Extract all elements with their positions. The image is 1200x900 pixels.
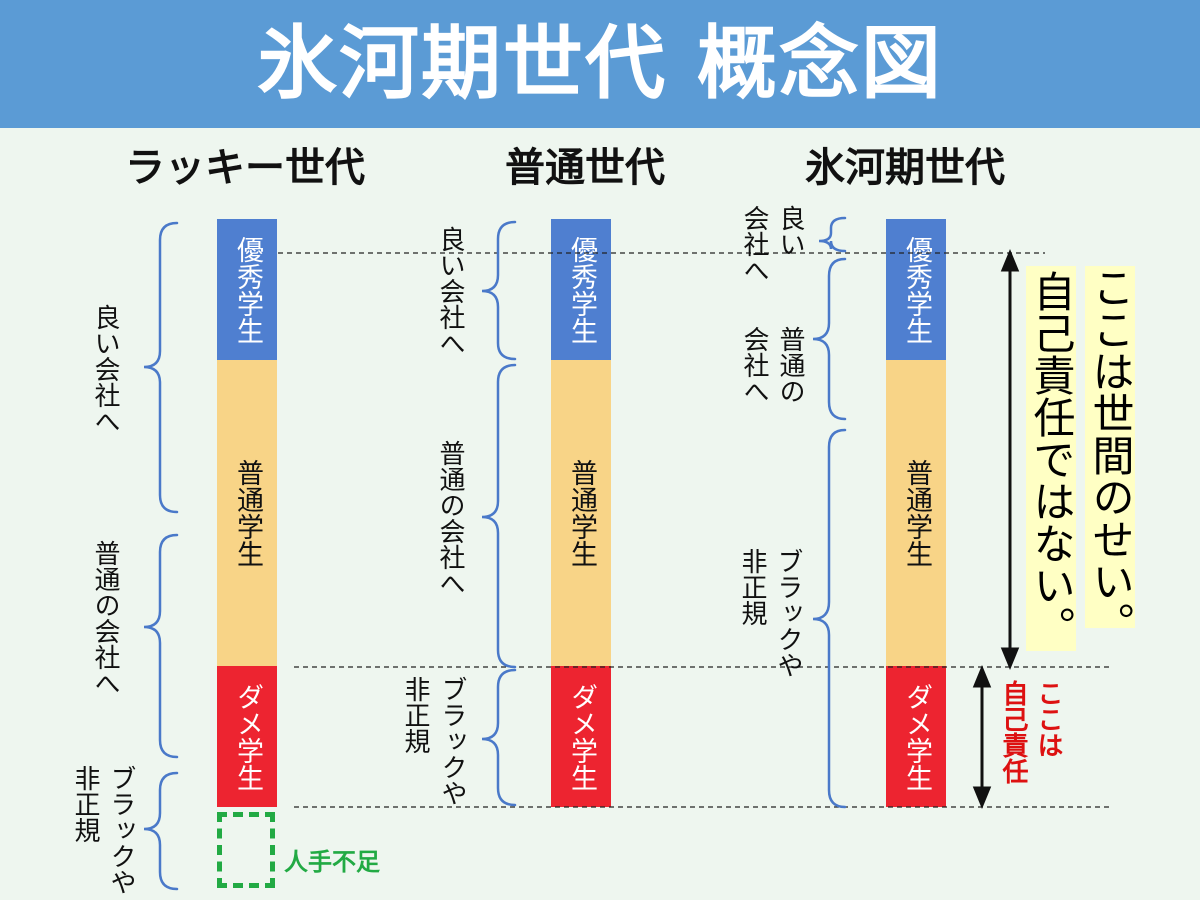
- self-responsibility-callout-line2: 自己責任: [998, 680, 1028, 784]
- ice-bad-label: ダメ学生: [901, 682, 932, 791]
- self-arrow-head-top: [972, 665, 992, 688]
- ice-good-label-line2: 会社へ: [739, 205, 769, 283]
- society-fault-callout-line2: 自己責任ではない。: [1026, 266, 1076, 651]
- page-title: 氷河期世代 概念図: [257, 17, 943, 110]
- brace-normal-good: [481, 220, 517, 361]
- normal-black-label-line1: ブラックや: [437, 676, 467, 806]
- normal-black-label-line2: 非正規: [400, 676, 430, 754]
- ice-black-label-line2: 非正規: [737, 548, 767, 626]
- labor-shortage-box: [217, 812, 275, 888]
- lucky-normal-company-label: 普通の会社へ: [90, 540, 120, 696]
- self-responsibility-callout-line1: ここは: [1033, 680, 1063, 758]
- ice-bad-segment: [886, 666, 946, 807]
- lucky-normal-label: 普通学生: [232, 459, 263, 567]
- heading-ice-age-generation: 氷河期世代: [805, 145, 1005, 191]
- ice-good-label-line1: 良い: [775, 205, 805, 257]
- society-fault-callout-line1: ここは世間のせい。: [1085, 266, 1135, 644]
- ice-black-label-line1: ブラックや: [773, 548, 803, 678]
- lucky-bad-segment: [217, 666, 277, 807]
- society-arrow-head-top: [1000, 249, 1020, 272]
- ice-normal-label-line2: 会社へ: [739, 326, 769, 404]
- heading-normal-generation: 普通世代: [505, 145, 665, 191]
- labor-shortage-label: 人手不足: [284, 848, 380, 876]
- normal-excellent-segment: [551, 219, 611, 360]
- normal-normal-label: 普通学生: [566, 459, 597, 567]
- society-arrow-head-bottom: [1000, 647, 1020, 670]
- ice-normal-label-line1: 普通の: [775, 326, 805, 404]
- normal-normal-company-label: 普通の会社へ: [435, 440, 465, 596]
- ice-excellent-segment: [886, 219, 946, 360]
- ice-normal-label: 普通学生: [901, 459, 932, 567]
- normal-bad-label: ダメ学生: [566, 682, 597, 791]
- brace-lucky-normal: [143, 533, 179, 759]
- brace-normal-black: [481, 668, 517, 807]
- lucky-black-label-line1: ブラックや: [106, 765, 136, 895]
- normal-excellent-label: 優秀学生: [566, 235, 597, 344]
- heading-lucky-generation: ラッキー世代: [125, 145, 365, 191]
- lucky-black-label-line2: 非正規: [70, 765, 100, 843]
- normal-bad-segment: [551, 666, 611, 807]
- normal-normal-segment: [551, 360, 611, 666]
- title-banner: [0, 0, 1200, 128]
- brace-normal-normal: [481, 363, 517, 669]
- lucky-excellent-segment: [217, 219, 277, 360]
- lucky-good-company-label: 良い会社へ: [90, 304, 120, 434]
- lucky-bad-label: ダメ学生: [232, 682, 263, 791]
- ice-normal-segment: [886, 360, 946, 666]
- lucky-normal-segment: [217, 360, 277, 666]
- brace-lucky-good: [143, 221, 179, 514]
- brace-ice-black: [812, 428, 847, 809]
- brace-ice-normal: [812, 257, 847, 421]
- brace-ice-good: [818, 216, 847, 253]
- lucky-excellent-label: 優秀学生: [232, 235, 263, 344]
- normal-good-company-label: 良い会社へ: [435, 226, 465, 356]
- self-arrow-head-bottom: [972, 786, 992, 809]
- brace-lucky-black: [143, 771, 179, 891]
